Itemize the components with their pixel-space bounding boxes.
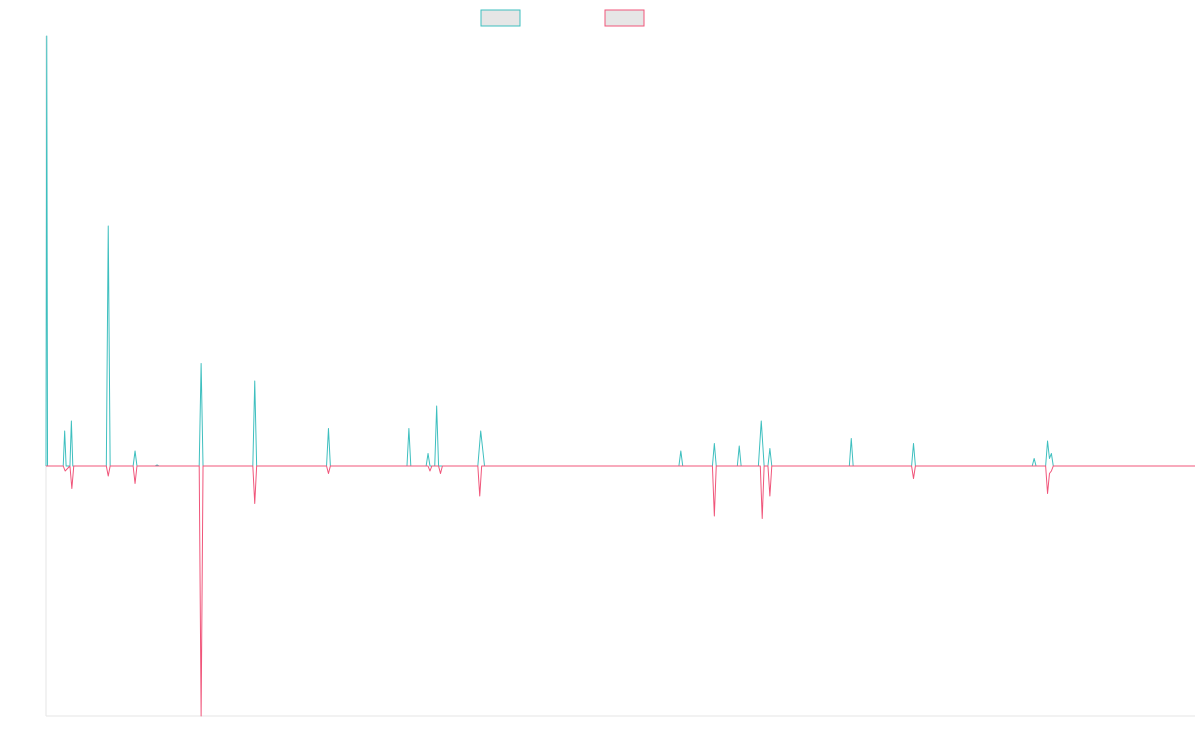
series-line-2 <box>46 465 1195 717</box>
axes <box>45 36 1195 717</box>
legend-swatch-2[interactable] <box>604 9 645 27</box>
legend <box>480 9 645 27</box>
series-line-1 <box>45 35 1195 467</box>
plot-area <box>45 35 1195 717</box>
legend-swatch-1[interactable] <box>480 9 521 27</box>
